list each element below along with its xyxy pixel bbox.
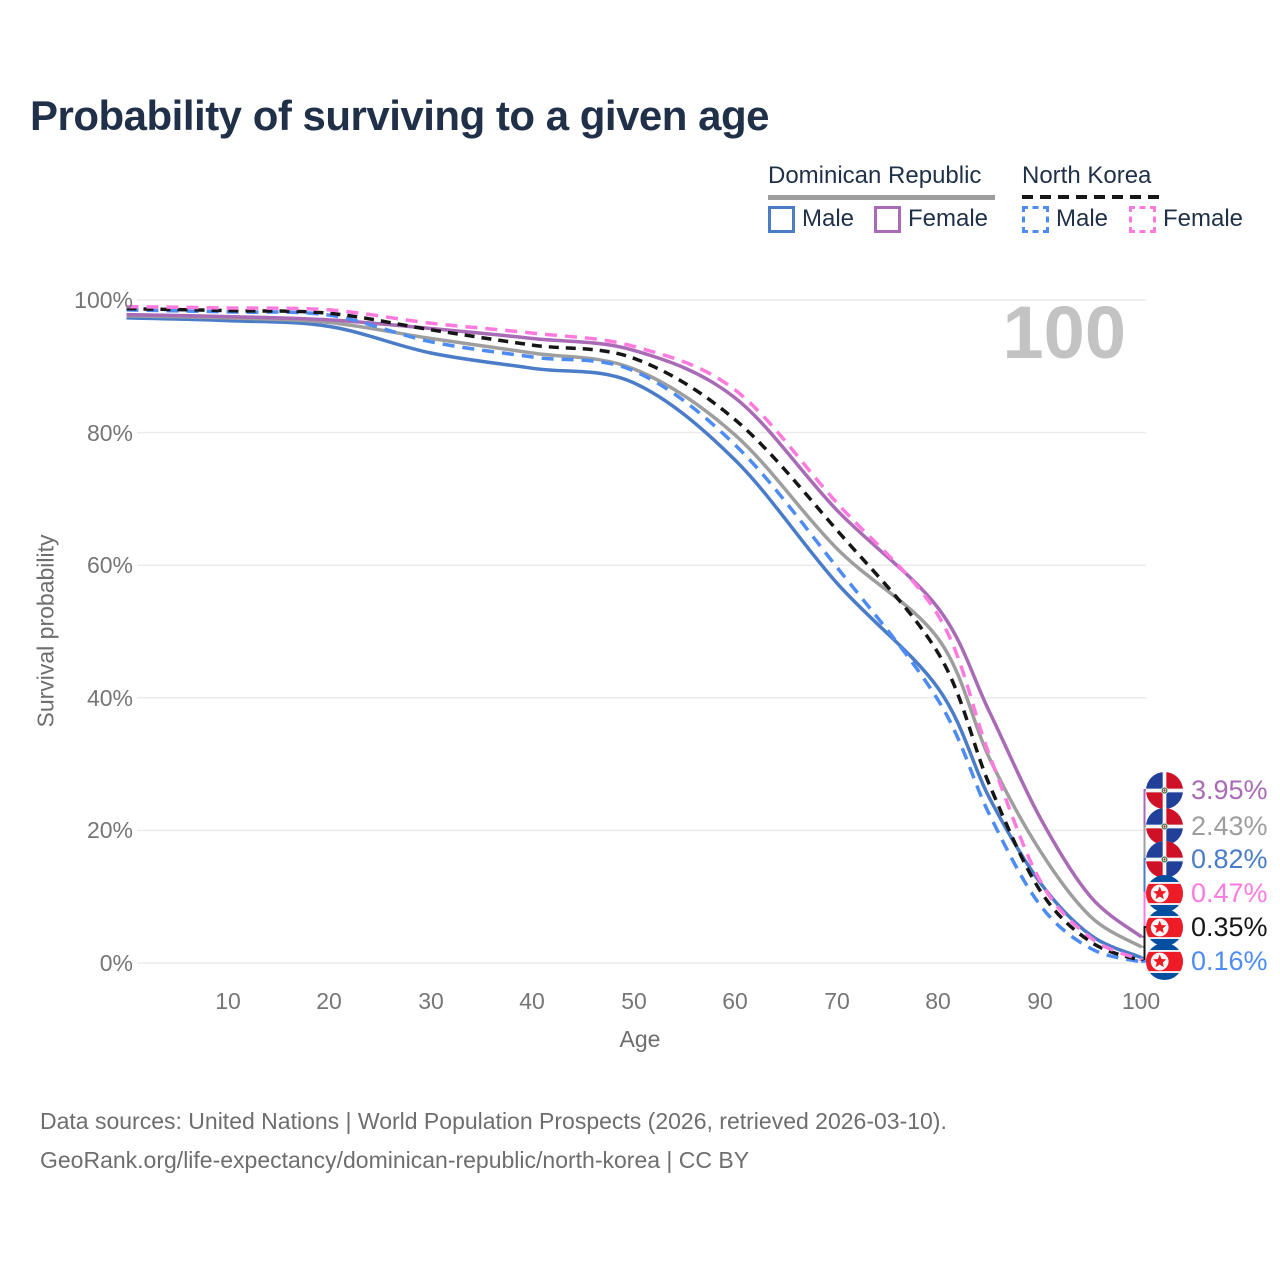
y-tick-label-20: 20% [86,817,133,843]
x-tick-label-40: 40 [519,988,545,1014]
data-source-line: Data sources: United Nations | World Pop… [40,1108,947,1134]
curve-north-korea-female [126,304,1142,962]
legend-item-label: Female [1163,205,1244,232]
curve-dominican-republic-female [126,312,1143,939]
y-tick-label-0: 0% [99,950,133,976]
legend-item-nk-female: Female [1129,205,1243,233]
dashed-line-style-icon [1022,195,1164,199]
x-tick-label-60: 60 [722,988,748,1014]
x-tick-label-80: 80 [925,988,951,1014]
x-axis-title: Age [619,1026,661,1052]
dominican-republic-flag-icon [1146,772,1183,809]
x-tick-label-20: 20 [316,988,342,1014]
end-label-north-korea-male: 0.16% [1146,943,1268,980]
y-tick-label-80: 80% [86,420,133,446]
north-korea-flag-icon [1146,875,1183,912]
curve-north-korea-both-sexes [126,306,1142,963]
solid-line-style-icon [768,195,995,200]
end-label-north-korea-female: 0.47% [1146,875,1268,912]
end-label-dominican-republic-both-sexes: 2.43% [1146,808,1268,845]
end-label-north-korea-both-sexes: 0.35% [1146,909,1268,946]
legend-group-north-korea: North Korea [1022,162,1164,199]
dominican-republic-flag-icon [1146,841,1183,878]
north-korea-flag-icon [1146,943,1183,980]
legend-swatch-dr-male-icon [768,205,795,233]
legend-item-nk-male: Male [1022,205,1108,233]
legend-group-label: Dominican Republic [768,162,982,189]
curve-dominican-republic-male [126,316,1143,960]
y-tick-label-100: 100% [74,287,133,313]
north-korea-flag-icon [1146,909,1183,946]
x-tick-label-30: 30 [418,988,444,1014]
x-tick-label-70: 70 [824,988,850,1014]
end-label-dominican-republic-female: 3.95% [1146,772,1268,809]
legend-item-label: Male [1056,205,1109,232]
attribution-line: GeoRank.org/life-expectancy/dominican-re… [40,1147,750,1173]
x-tick-label-100: 100 [1121,988,1161,1014]
legend-swatch-dr-female-icon [874,205,901,233]
legend-item-dr-male: Male [768,205,854,233]
x-tick-label-10: 10 [215,988,241,1014]
legend-swatch-nk-male-icon [1022,205,1049,233]
chart-title: Probability of surviving to a given age [30,92,769,139]
end-value-text: 0.35% [1191,912,1268,942]
y-tick-label-60: 60% [86,552,133,578]
legend-item-label: Male [802,205,855,232]
y-tick-label-40: 40% [86,685,133,711]
legend-item-label: Female [908,205,989,232]
legend-swatch-nk-female-icon [1129,205,1156,233]
end-value-text: 0.47% [1191,878,1268,908]
end-value-text: 2.43% [1191,811,1268,841]
end-value-text: 0.16% [1191,946,1268,976]
curve-dominican-republic-both-sexes [126,314,1143,949]
end-value-text: 0.82% [1191,844,1268,874]
age-counter-watermark: 100 [1002,291,1126,374]
end-label-dominican-republic-male: 0.82% [1146,841,1268,878]
dominican-republic-flag-icon [1146,808,1183,845]
label-connector-0.35% [1141,926,1146,962]
end-value-text: 3.95% [1191,775,1268,805]
legend-item-dr-female: Female [874,205,988,233]
legend-group-dominican-republic: Dominican Republic [768,162,995,200]
label-connector-0.16% [1141,960,1146,963]
x-tick-label-50: 50 [621,988,647,1014]
legend-group-label: North Korea [1022,162,1152,189]
x-tick-label-90: 90 [1027,988,1053,1014]
curve-north-korea-male [126,308,1142,964]
